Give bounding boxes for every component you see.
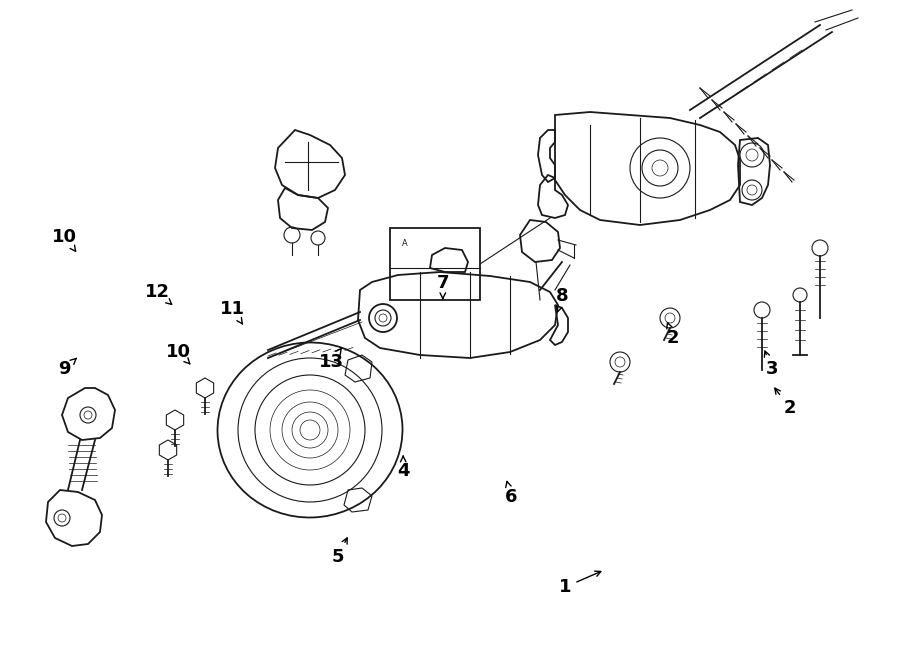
Text: 4: 4 (397, 456, 410, 480)
Text: 8: 8 (556, 287, 569, 312)
Text: 13: 13 (319, 348, 344, 371)
Text: 7: 7 (436, 274, 449, 299)
Text: 1: 1 (559, 571, 601, 596)
Text: 12: 12 (145, 283, 172, 305)
Text: 3: 3 (764, 351, 778, 378)
Text: 10: 10 (166, 342, 191, 364)
Text: 9: 9 (58, 358, 76, 378)
Text: 5: 5 (331, 538, 347, 566)
Text: 6: 6 (505, 481, 518, 506)
Text: 2: 2 (667, 323, 680, 348)
Text: 11: 11 (220, 300, 245, 324)
Text: 10: 10 (52, 227, 77, 251)
Text: 2: 2 (775, 388, 796, 418)
Text: A: A (402, 239, 408, 247)
